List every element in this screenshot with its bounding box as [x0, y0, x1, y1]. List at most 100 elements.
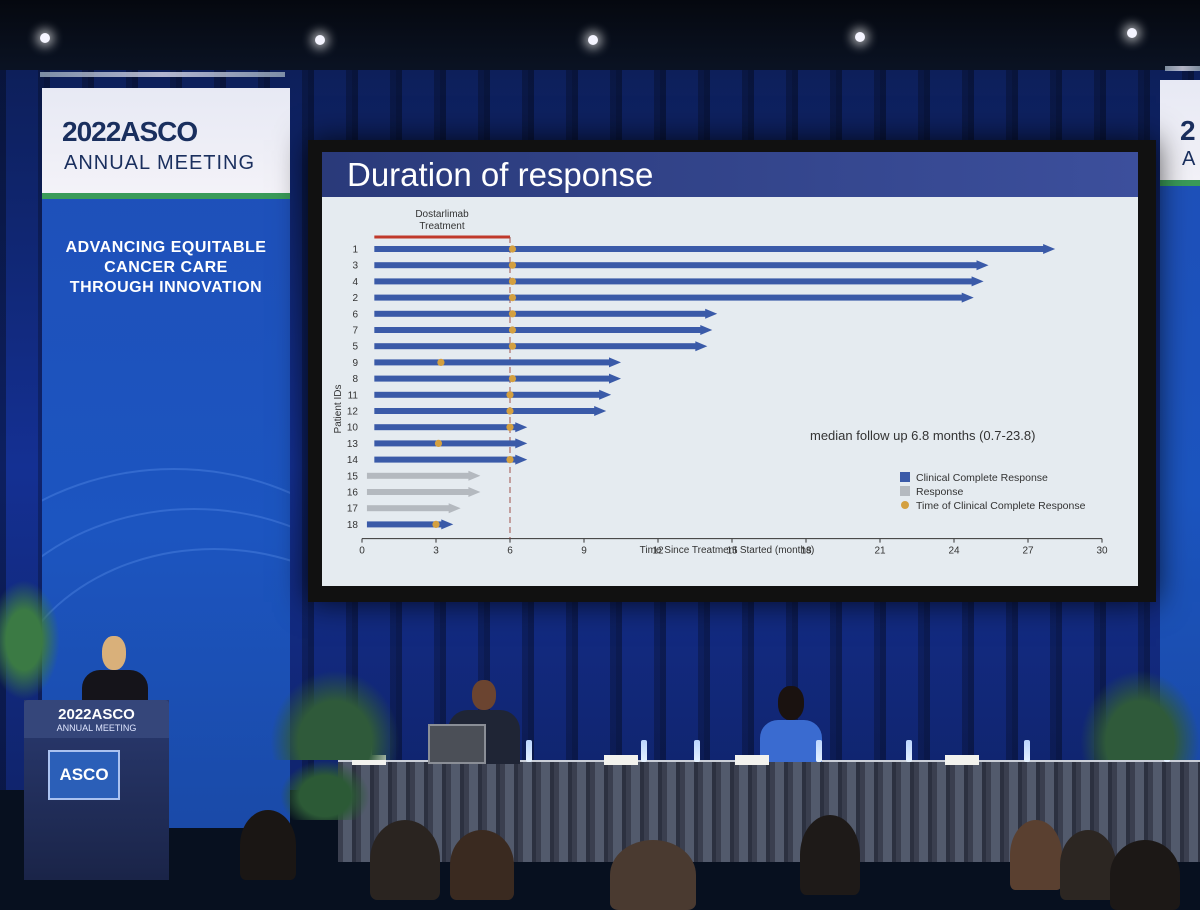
left-banner: 2022ASCO ANNUAL MEETING ADVANCING EQUITA…	[42, 88, 290, 828]
ceiling	[0, 0, 1200, 80]
ongoing-arrow	[971, 276, 984, 287]
ongoing-arrow	[515, 454, 528, 465]
median-followup-note: median follow up 6.8 months (0.7-23.8)	[810, 428, 1035, 443]
ccr-marker	[508, 310, 517, 318]
audience-head	[1110, 840, 1180, 910]
treatment-label: Treatment	[419, 221, 464, 232]
y-axis-label: Patient IDs	[333, 385, 344, 434]
ccr-marker	[506, 391, 514, 399]
banner-subtitle: ANNUAL MEETING	[64, 152, 256, 174]
speaker	[82, 636, 148, 706]
ongoing-arrow	[1043, 244, 1056, 254]
slide-title: Duration of response	[347, 156, 654, 193]
stage-light	[40, 33, 50, 43]
x-tick-label: 3	[433, 546, 439, 557]
banner-header: 2 A	[1160, 80, 1200, 186]
ccr-marker	[432, 520, 440, 528]
water-bottle	[1024, 740, 1030, 762]
patient-bar	[374, 246, 1046, 252]
ccr-marker	[508, 375, 517, 383]
patient-bar	[374, 391, 602, 398]
ongoing-arrow	[609, 373, 621, 384]
banner-subtitle: A	[1182, 148, 1197, 170]
audience-head	[610, 840, 696, 910]
patient-bar	[374, 359, 611, 366]
patient-id-label: 6	[352, 309, 358, 320]
ccr-marker	[437, 358, 445, 366]
potted-plant	[1080, 670, 1200, 760]
patient-bar	[366, 489, 471, 495]
patient-id-label: 8	[352, 374, 358, 385]
patient-id-label: 2	[352, 293, 358, 304]
x-tick-label: 6	[507, 546, 513, 557]
ongoing-arrow	[700, 325, 713, 335]
ongoing-arrow	[515, 438, 528, 449]
x-tick-label: 9	[581, 546, 587, 557]
patient-bar	[374, 440, 518, 447]
audience-head	[240, 810, 296, 880]
legend-label: Clinical Complete Response	[916, 472, 1048, 484]
audience-head	[1010, 820, 1062, 890]
presentation-slide: Duration of response Dostarlimab Treatme…	[322, 152, 1138, 586]
podium-brand: 2022ASCO	[58, 706, 135, 723]
ongoing-arrow	[468, 470, 481, 481]
banner-tagline: ADVANCING EQUITABLE CANCER CARE THROUGH …	[65, 239, 267, 296]
x-axis-label: Time Since Treatment Started (months)	[640, 545, 815, 556]
x-tick-label: 24	[948, 546, 960, 557]
name-card	[735, 755, 769, 765]
ongoing-arrow	[599, 389, 612, 400]
stage-light	[1127, 28, 1137, 38]
ccr-marker	[508, 342, 517, 350]
patient-id-label: 16	[347, 488, 359, 499]
potted-plant	[280, 760, 370, 820]
ccr-marker	[506, 456, 514, 464]
name-card	[945, 755, 979, 765]
swimmer-plot: Dostarlimab Treatment median follow up 6…	[333, 209, 1108, 557]
patient-bar	[374, 375, 611, 382]
legend-marker	[900, 472, 910, 482]
patient-bar	[374, 310, 708, 317]
x-tick-label: 18	[800, 546, 812, 557]
patient-bar	[374, 278, 974, 285]
stage-light	[588, 35, 598, 45]
ongoing-arrow	[705, 308, 718, 319]
patient-id-label: 7	[352, 326, 358, 337]
ccr-marker	[508, 277, 517, 285]
banner-header: 2022ASCO ANNUAL MEETING	[42, 88, 290, 199]
banner-wave	[42, 468, 290, 828]
patient-id-label: 17	[347, 504, 359, 515]
water-bottle	[906, 740, 912, 762]
ongoing-arrow	[448, 503, 461, 514]
banner-brand: 2022ASCO	[62, 116, 198, 147]
right-banner: 2 A	[1160, 80, 1200, 770]
ongoing-arrow	[441, 519, 454, 530]
patient-bar	[374, 424, 518, 431]
water-bottle	[526, 740, 532, 762]
ccr-marker	[506, 407, 514, 415]
legend-marker	[901, 501, 909, 509]
patient-id-label: 18	[347, 520, 359, 531]
patient-bar	[366, 472, 471, 479]
ccr-marker	[508, 294, 517, 302]
patient-id-label: 4	[352, 277, 358, 288]
x-tick-label: 15	[726, 546, 738, 557]
water-bottle	[694, 740, 700, 762]
ccr-marker	[506, 423, 514, 431]
stage-light	[315, 35, 325, 45]
patient-bar	[374, 262, 979, 269]
legend-marker	[900, 486, 910, 496]
patient-id-label: 11	[348, 390, 359, 401]
patient-bar	[374, 456, 518, 463]
ongoing-arrow	[594, 406, 607, 416]
podium-top: 2022ASCO ANNUAL MEETING	[24, 700, 169, 738]
patient-bar	[374, 343, 698, 350]
ongoing-arrow	[468, 487, 481, 497]
laptop	[428, 724, 486, 764]
panelist-woman	[760, 686, 822, 762]
patient-id-label: 13	[347, 439, 359, 450]
ccr-marker	[508, 245, 517, 253]
audience	[0, 810, 1200, 910]
patient-id-label: 1	[352, 245, 358, 256]
podium-subtitle: ANNUAL MEETING	[56, 723, 137, 733]
ccr-marker	[434, 439, 443, 447]
